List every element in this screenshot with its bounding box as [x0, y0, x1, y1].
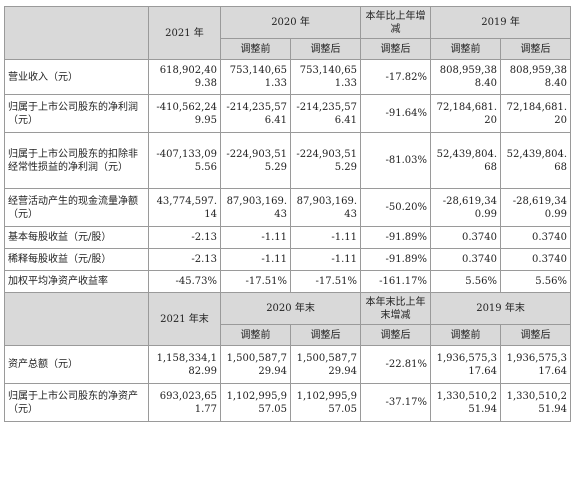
cell-2021: -45.73%: [148, 270, 221, 293]
cell-change: -91.89%: [360, 248, 432, 271]
cell-2020-before: 1,500,587,729.94: [220, 345, 291, 384]
subheader-2020-after: 调整后: [289, 324, 362, 346]
cell-2019-before: 5.56%: [430, 270, 502, 293]
cell-2020-before: -17.51%: [220, 270, 291, 293]
header-2019-end: 2019 年末: [430, 292, 572, 325]
cell-2021: -2.13: [148, 248, 221, 271]
subheader-row-end: 调整前 调整后 调整后 调整前 调整后: [5, 324, 572, 346]
table-row: 资产总额（元） 1,158,334,182.99 1,500,587,729.9…: [4, 345, 572, 384]
cell-2020-after: 753,140,651.33: [289, 59, 362, 95]
header-2021-end: 2021 年末: [148, 292, 221, 346]
cell-2020-before: -224,903,515.29: [220, 132, 291, 189]
cell-2021: 1,158,334,182.99: [148, 345, 221, 384]
cell-2019-before: -28,619,340.99: [430, 188, 502, 227]
cell-2021: -407,133,095.56: [148, 132, 221, 189]
cell-2021: 43,774,597.14: [148, 188, 221, 227]
row-label: 稀释每股收益（元/股）: [4, 248, 149, 271]
row-label: 归属于上市公司股东的净资产（元）: [4, 383, 149, 422]
cell-2020-after: 1,102,995,957.05: [289, 383, 362, 422]
cell-2019-after: 72,184,681.20: [500, 94, 572, 133]
cell-2020-before: -1.11: [220, 248, 291, 271]
header-2020: 2020 年: [219, 6, 362, 39]
cell-2020-after: 87,903,169.43: [289, 188, 362, 227]
header-2020-end: 2020 年末: [219, 292, 362, 325]
cell-2019-before: 1,936,575,317.64: [430, 345, 502, 384]
row-label: 资产总额（元）: [4, 345, 149, 384]
header-change-end: 本年末比上年末增减: [360, 292, 432, 325]
cell-2019-after: 52,439,804.68: [500, 132, 572, 189]
subheader-2020-before: 调整前: [220, 324, 291, 346]
subheader-2019-before: 调整前: [430, 324, 502, 346]
cell-2020-before: 753,140,651.33: [220, 59, 291, 95]
cell-2020-after: -17.51%: [289, 270, 362, 293]
row-label: 加权平均净资产收益率: [4, 270, 149, 293]
cell-2021: -410,562,249.95: [148, 94, 221, 133]
table-row: 归属于上市公司股东的净资产（元） 693,023,651.77 1,102,99…: [4, 383, 572, 422]
cell-2020-after: -214,235,576.41: [289, 94, 362, 133]
table-row: 归属于上市公司股东的净利润（元） -410,562,249.95 -214,23…: [4, 94, 572, 133]
subheader-change-after: 调整后: [360, 38, 432, 60]
row-label: 归属于上市公司股东的净利润（元）: [4, 94, 149, 133]
cell-change: -17.82%: [360, 59, 432, 95]
cell-2020-before: -214,235,576.41: [220, 94, 291, 133]
table-row: 基本每股收益（元/股） -2.13 -1.11 -1.11 -91.89% 0.…: [4, 226, 572, 249]
header-row-end: 2021 年末 2020 年末 本年末比上年末增减 2019 年末: [4, 292, 572, 346]
cell-2021: 693,023,651.77: [148, 383, 221, 422]
cell-2019-before: 52,439,804.68: [430, 132, 502, 189]
cell-2019-after: 5.56%: [500, 270, 572, 293]
subheader-2020-after: 调整后: [289, 38, 362, 60]
row-label: 经营活动产生的现金流量净额（元）: [4, 188, 149, 227]
subheader-2020-before: 调整前: [220, 38, 291, 60]
cell-2019-before: 0.3740: [430, 248, 502, 271]
financial-summary-table: 2021 年 2020 年 本年比上年增减 2019 年 调整前 调整后 调整后…: [4, 6, 572, 422]
cell-2019-before: 72,184,681.20: [430, 94, 502, 133]
header-row: 2021 年 2020 年 本年比上年增减 2019 年: [4, 6, 572, 60]
cell-2019-after: -28,619,340.99: [500, 188, 572, 227]
cell-2019-before: 0.3740: [430, 226, 502, 249]
table-row: 经营活动产生的现金流量净额（元） 43,774,597.14 87,903,16…: [4, 188, 572, 227]
financial-table-container: 2021 年 2020 年 本年比上年增减 2019 年 调整前 调整后 调整后…: [4, 6, 572, 422]
subheader-2019-after: 调整后: [500, 324, 572, 346]
cell-2019-before: 1,330,510,251.94: [430, 383, 502, 422]
cell-2020-before: -1.11: [220, 226, 291, 249]
table-row: 营业收入（元） 618,902,409.38 753,140,651.33 75…: [4, 59, 572, 95]
cell-2021: 618,902,409.38: [148, 59, 221, 95]
table-row: 归属于上市公司股东的扣除非经常性损益的净利润（元） -407,133,095.5…: [4, 132, 572, 189]
cell-change: -161.17%: [360, 270, 432, 293]
cell-change: -22.81%: [360, 345, 432, 384]
cell-2021: -2.13: [148, 226, 221, 249]
header-blank-cell: [4, 292, 149, 346]
header-2021: 2021 年: [148, 6, 221, 60]
cell-2019-after: 0.3740: [500, 248, 572, 271]
row-label: 基本每股收益（元/股）: [4, 226, 149, 249]
cell-2020-before: 1,102,995,957.05: [220, 383, 291, 422]
table-row: 稀释每股收益（元/股） -2.13 -1.11 -1.11 -91.89% 0.…: [4, 248, 572, 271]
cell-2020-after: -1.11: [289, 248, 362, 271]
cell-2019-after: 1,330,510,251.94: [500, 383, 572, 422]
cell-2020-after: -1.11: [289, 226, 362, 249]
subheader-2019-before: 调整前: [430, 38, 502, 60]
cell-2020-after: 1,500,587,729.94: [289, 345, 362, 384]
header-blank-cell: [4, 6, 149, 60]
cell-change: -37.17%: [360, 383, 432, 422]
cell-change: -91.89%: [360, 226, 432, 249]
cell-2019-after: 0.3740: [500, 226, 572, 249]
row-label: 营业收入（元）: [4, 59, 149, 95]
cell-change: -91.64%: [360, 94, 432, 133]
subheader-2019-after: 调整后: [500, 38, 572, 60]
cell-change: -50.20%: [360, 188, 432, 227]
cell-2020-after: -224,903,515.29: [289, 132, 362, 189]
cell-2019-after: 808,959,388.40: [500, 59, 572, 95]
header-change: 本年比上年增减: [360, 6, 432, 39]
cell-2020-before: 87,903,169.43: [220, 188, 291, 227]
cell-2019-before: 808,959,388.40: [430, 59, 502, 95]
cell-change: -81.03%: [360, 132, 432, 189]
header-2019: 2019 年: [430, 6, 572, 39]
row-label: 归属于上市公司股东的扣除非经常性损益的净利润（元）: [4, 132, 149, 189]
subheader-change-after: 调整后: [360, 324, 432, 346]
cell-2019-after: 1,936,575,317.64: [500, 345, 572, 384]
table-row: 加权平均净资产收益率 -45.73% -17.51% -17.51% -161.…: [4, 270, 572, 293]
